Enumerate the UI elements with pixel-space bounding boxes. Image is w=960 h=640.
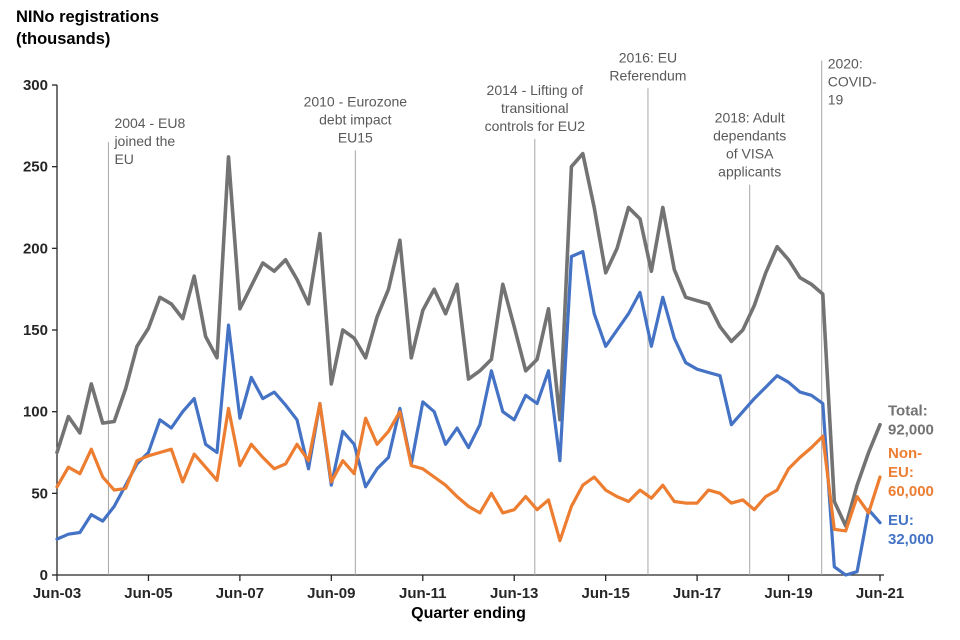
series-end-label-eu: EU: 32,000: [888, 512, 934, 548]
y-tick-label: 0: [40, 567, 48, 584]
y-tick-label: 50: [31, 485, 48, 502]
y-tick-label: 100: [23, 404, 48, 421]
chart-title: NINo registrations (thousands): [16, 8, 160, 49]
annotation-text-2014: 2014 - Lifting of transitional controls fo…: [485, 82, 586, 134]
x-tick-label: Jun-19: [764, 585, 812, 602]
y-tick-label: 300: [23, 77, 48, 94]
non-eu-line: [55, 401, 882, 543]
x-tick-label: Jun-07: [216, 585, 264, 602]
annotation-text-2010: 2010 - Eurozone debt impact EU15: [304, 93, 408, 145]
x-tick-label: Jun-17: [673, 585, 721, 602]
y-tick-label: 200: [23, 240, 48, 257]
x-tick-label: Jun-05: [124, 585, 172, 602]
x-axis-title: Quarter ending: [411, 605, 526, 622]
total-line: [55, 151, 882, 528]
annotation-text-2020: 2020: COVID-19: [828, 56, 877, 108]
x-tick-label: Jun-03: [33, 585, 81, 602]
y-tick-label: 150: [23, 322, 48, 339]
x-tick-label: Jun-15: [581, 585, 629, 602]
x-tick-label: Jun-13: [490, 585, 538, 602]
series-end-label-total: Total: 92,000: [888, 402, 934, 438]
x-tick-label: Jun-11: [399, 585, 447, 602]
y-tick-label: 250: [23, 159, 48, 176]
x-tick-label: Jun-09: [307, 585, 355, 602]
annotation-text-2004: 2004 - EU8 joined the EU: [113, 115, 185, 167]
annotation-text-2016: 2016: EU Referendum: [609, 49, 686, 83]
series-end-label-non-eu: Non-EU: 60,000: [888, 445, 934, 500]
eu-line: [55, 250, 882, 577]
x-tick-label: Jun-21: [856, 585, 904, 602]
annotation-text-2018: 2018: Adult dependants of VISA applicants: [713, 110, 786, 180]
